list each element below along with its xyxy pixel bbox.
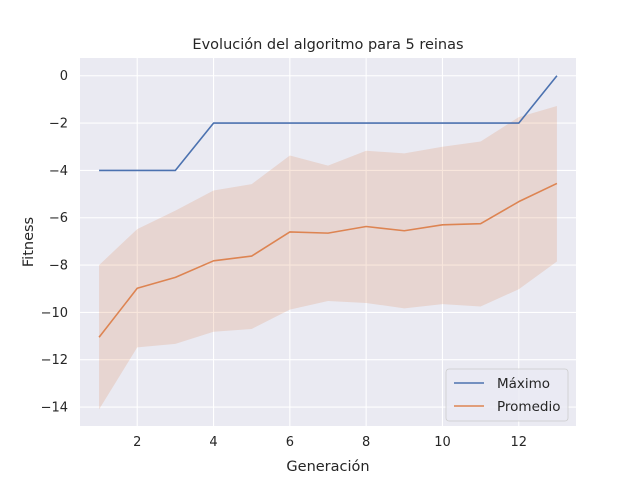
- x-tick-label: 10: [434, 435, 451, 450]
- y-tick-label: −10: [41, 306, 68, 321]
- x-tick-label: 8: [362, 435, 370, 450]
- confidence-band-1: [99, 106, 557, 410]
- chart-title: Evolución del algoritmo para 5 reinas: [192, 37, 463, 53]
- legend-box: [445, 368, 569, 422]
- y-tick-labels: 0 −2 −4 −6 −8 −10 −12 −14: [41, 69, 68, 415]
- series-line-0: [99, 75, 558, 172]
- y-tick-label: 0: [60, 69, 68, 84]
- x-tick-label: 12: [510, 435, 527, 450]
- x-tick-label: 6: [286, 435, 294, 450]
- y-tick-label: −8: [49, 259, 68, 274]
- y-axis-title: Fitness: [21, 217, 37, 267]
- legend-label-promedio: Promedio: [497, 399, 560, 415]
- series-lines-layer: [98, 75, 558, 338]
- x-tick-label: 4: [209, 435, 217, 450]
- x-tick-label: 2: [133, 435, 141, 450]
- legend-label-maximo: Máximo: [497, 376, 550, 392]
- y-tick-label: −14: [41, 401, 68, 416]
- legend: Máximo Promedio: [445, 368, 569, 422]
- series-line-1: [98, 182, 558, 338]
- x-tick-labels: 2 4 6 8 10 12: [133, 435, 527, 450]
- y-tick-label: −12: [41, 353, 68, 368]
- plot-area: [80, 58, 576, 426]
- confidence-band-layer: [99, 106, 557, 410]
- y-tick-label: −4: [49, 164, 68, 179]
- x-axis-title: Generación: [286, 459, 369, 475]
- y-tick-label: −6: [49, 211, 68, 226]
- y-tick-label: −2: [49, 117, 68, 132]
